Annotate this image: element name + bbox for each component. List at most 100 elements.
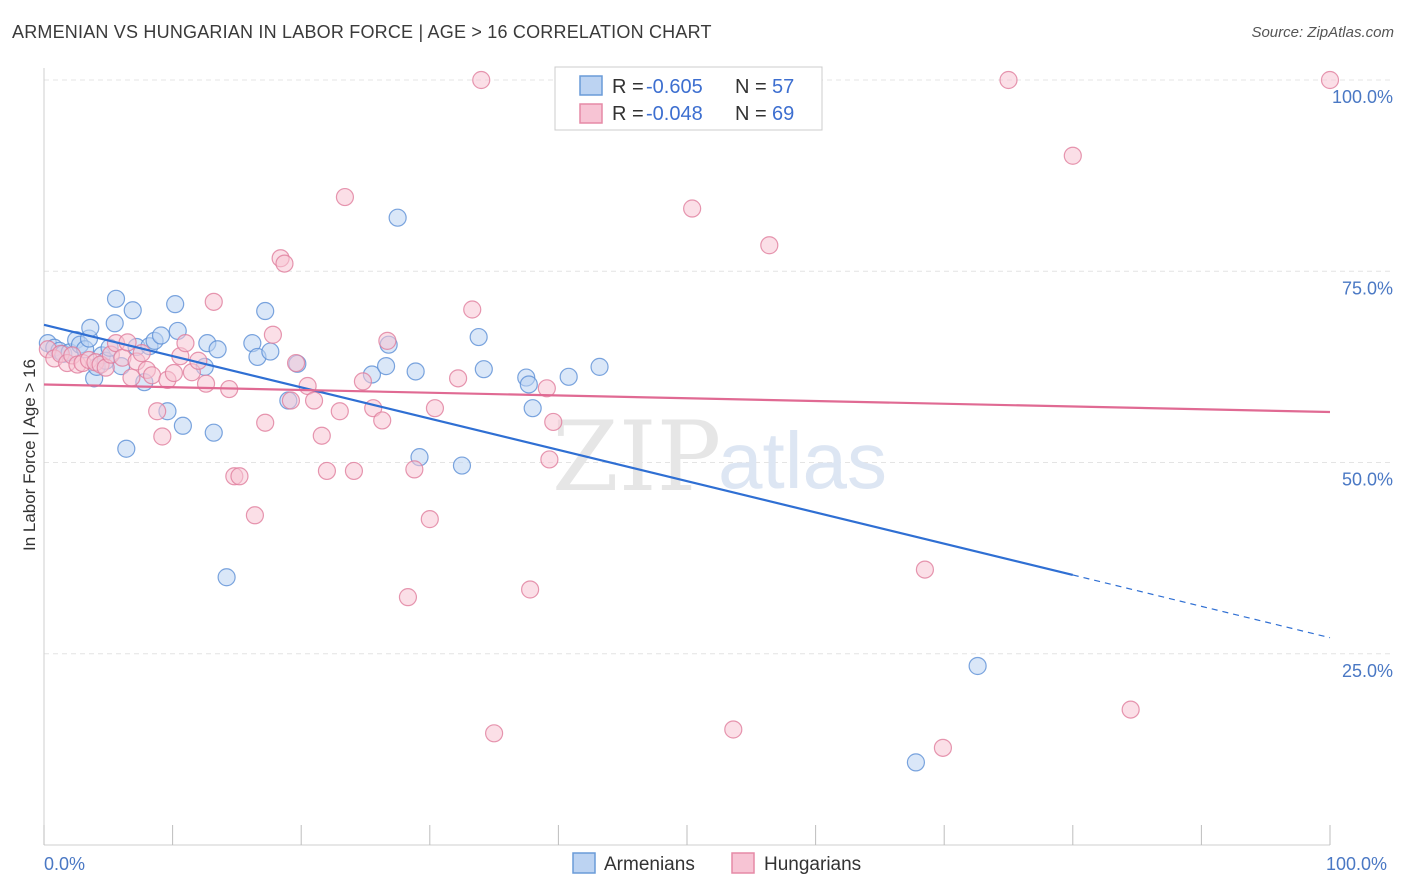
armenians-point bbox=[469, 327, 488, 347]
hungarians-point bbox=[1063, 146, 1082, 165]
armenians-point bbox=[151, 326, 171, 345]
hungarians-point bbox=[312, 426, 331, 445]
hungarians-point bbox=[485, 724, 504, 743]
hungarians-point bbox=[148, 402, 167, 421]
trend-lines bbox=[43, 323, 1331, 639]
hungarians-point bbox=[256, 413, 275, 432]
hungarians-point bbox=[142, 366, 162, 385]
legend-armenians-n-value: 57 bbox=[772, 76, 794, 98]
armenians-point bbox=[474, 360, 493, 379]
hungarians-point bbox=[1320, 70, 1340, 90]
armenians-point bbox=[559, 367, 578, 386]
legend-hungarians-r-value: -0.048 bbox=[646, 103, 703, 125]
legend-bottom-armenians-swatch bbox=[572, 852, 596, 874]
hungarians-point bbox=[317, 461, 337, 481]
x-tick-label-min: 0.0% bbox=[44, 854, 85, 874]
y-tick-label-50: 50.0% bbox=[1342, 470, 1393, 490]
legend-bottom-hungarians-label: Hungarians bbox=[764, 854, 861, 875]
armenians-point bbox=[452, 456, 472, 475]
hungarians-trend-line bbox=[43, 383, 1331, 414]
hungarians-point bbox=[245, 506, 265, 525]
legend-bottom: Armenians Hungarians bbox=[572, 852, 861, 875]
hungarians-point bbox=[344, 461, 364, 481]
hungarians-point bbox=[760, 236, 779, 255]
armenians-trend-extension bbox=[1072, 574, 1331, 639]
hungarians-point bbox=[286, 353, 306, 373]
hungarians-point bbox=[153, 427, 172, 446]
hungarians-point bbox=[999, 70, 1018, 90]
hungarians-point bbox=[915, 560, 935, 579]
hungarians-point bbox=[373, 411, 392, 430]
armenians-point bbox=[173, 416, 192, 435]
armenians-point bbox=[106, 289, 126, 308]
hungarians-point bbox=[263, 325, 283, 344]
hungarians-point bbox=[335, 187, 355, 207]
hungarians-point bbox=[378, 331, 397, 350]
armenians-point bbox=[208, 340, 227, 359]
y-tick-label-25: 25.0% bbox=[1342, 661, 1393, 681]
legend-top: R = -0.605 N = 57 R = -0.048 N = 69 bbox=[554, 66, 823, 131]
hungarians-point bbox=[118, 333, 137, 352]
hungarians-point bbox=[122, 368, 141, 387]
hungarians-point bbox=[204, 292, 223, 311]
hungarians-point bbox=[724, 720, 743, 739]
y-tick-labels: 25.0% 50.0% 75.0% 100.0% bbox=[1332, 87, 1393, 681]
legend-armenians-r-label: R = bbox=[612, 76, 644, 98]
watermark-atlas: atlas bbox=[718, 416, 887, 505]
legend-armenians-n-label: N = bbox=[735, 76, 767, 98]
armenians-point bbox=[406, 362, 425, 381]
legend-hungarians-n-value: 69 bbox=[772, 103, 794, 125]
chart-title: ARMENIAN VS HUNGARIAN IN LABOR FORCE | A… bbox=[12, 22, 712, 42]
armenians-trend-line bbox=[43, 323, 1074, 577]
hungarians-point bbox=[196, 374, 216, 393]
hungarians-point bbox=[933, 738, 953, 757]
hungarians-point bbox=[425, 399, 445, 418]
gridlines bbox=[44, 79, 1392, 655]
hungarians-point bbox=[420, 510, 439, 529]
y-axis-title: In Labor Force | Age > 16 bbox=[20, 359, 39, 551]
hungarians-point bbox=[398, 588, 418, 607]
x-tick-labels: 0.0% 100.0% bbox=[44, 854, 1387, 874]
legend-bottom-armenians-label: Armenians bbox=[604, 854, 695, 875]
hungarians-point bbox=[540, 450, 559, 469]
hungarians-point bbox=[683, 199, 702, 218]
hungarians-point bbox=[537, 379, 556, 398]
armenians-point bbox=[256, 301, 275, 321]
hungarians-point bbox=[463, 300, 482, 319]
armenians-point bbox=[105, 314, 124, 333]
armenians-point bbox=[204, 423, 223, 442]
hungarians-point bbox=[281, 391, 301, 410]
armenians-point bbox=[166, 295, 185, 314]
armenians-point bbox=[376, 357, 396, 376]
hungarians-point bbox=[472, 70, 491, 90]
hungarians-point bbox=[230, 467, 249, 486]
armenians-point bbox=[217, 568, 236, 587]
legend-bottom-hungarians-swatch bbox=[731, 852, 755, 874]
hungarians-point bbox=[275, 254, 294, 273]
hungarians-point bbox=[164, 363, 183, 383]
hungarians-point bbox=[304, 391, 324, 410]
armenians-point bbox=[519, 375, 538, 394]
legend-armenians-r-value: -0.605 bbox=[646, 76, 703, 98]
armenians-point bbox=[523, 399, 542, 418]
armenians-point bbox=[388, 208, 407, 227]
hungarians-point bbox=[353, 372, 373, 391]
hungarians-point bbox=[1121, 700, 1140, 719]
axes bbox=[43, 68, 1331, 846]
y-tick-label-100: 100.0% bbox=[1332, 87, 1393, 107]
watermark-zip: ZIP bbox=[552, 401, 721, 513]
hungarians-point bbox=[330, 402, 349, 421]
x-tick-label-max: 100.0% bbox=[1326, 854, 1387, 874]
armenians-point bbox=[123, 301, 142, 320]
hungarians-point bbox=[544, 412, 563, 432]
armenians-point bbox=[906, 753, 926, 772]
y-tick-label-75: 75.0% bbox=[1342, 278, 1393, 298]
legend-hungarians-r-label: R = bbox=[612, 103, 644, 125]
armenians-point bbox=[117, 439, 136, 458]
hungarians-point bbox=[521, 580, 540, 599]
watermark: ZIP atlas bbox=[552, 401, 887, 513]
armenians-point bbox=[968, 656, 987, 676]
hungarians-point bbox=[405, 460, 424, 479]
armenians-point bbox=[261, 342, 280, 361]
